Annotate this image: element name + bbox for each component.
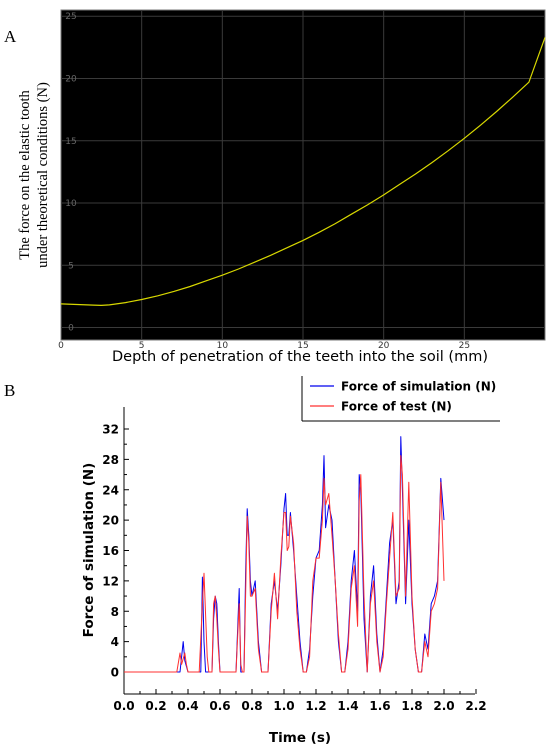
- panel-b-y-tick-label: 20: [102, 514, 119, 528]
- panel-a-gridlines: [61, 10, 545, 340]
- panel-b-x-tick-label: 0.8: [241, 699, 262, 713]
- panel-a-x-tick-label: 25: [459, 341, 470, 351]
- panel-a-y-tick-label: 5: [68, 261, 74, 271]
- panel-b-y-tick-label: 8: [111, 605, 119, 619]
- panel-a-label: A: [4, 27, 17, 46]
- panel-b-x-axis-label: Time (s): [269, 730, 331, 746]
- panel-a-y-tick-label: 10: [65, 199, 77, 209]
- panel-b-x-tick-label: 0.0: [113, 699, 134, 713]
- panel-a-y-ticks: 0 5 10 15 20 25: [65, 12, 77, 333]
- panel-b-simulation-line: [124, 436, 445, 673]
- panel-b-y-tick-label: 28: [102, 453, 119, 467]
- panel-b-x-tick-label: 1.8: [401, 699, 422, 713]
- panel-b-legend: Force of simulation (N) Force of test (N…: [301, 376, 500, 422]
- legend-label-test: Force of test (N): [341, 400, 452, 414]
- panel-a-y-tick-label: 25: [65, 12, 76, 22]
- panel-b-test-line: [124, 455, 445, 673]
- panel-b-y-tick-label: 16: [102, 544, 119, 558]
- panel-b-label: B: [4, 381, 15, 400]
- panel-a-x-tick-label: 20: [378, 341, 390, 351]
- panel-a-force-curve: [60, 37, 546, 307]
- panel-a-x-tick-label: 15: [297, 341, 308, 351]
- panel-b-y-tick-label: 32: [102, 423, 119, 437]
- panel-b-y-tick-label: 12: [102, 574, 119, 588]
- panel-a-x-tick-label: 5: [139, 341, 145, 351]
- legend-label-simulation: Force of simulation (N): [341, 380, 496, 394]
- panel-b-y-tick-label: 4: [111, 635, 119, 649]
- panel-b-x-tick-label: 1.6: [369, 699, 390, 713]
- panel-b-x-tick-label: 0.6: [209, 699, 230, 713]
- panel-b-x-tick-label: 1.4: [337, 699, 358, 713]
- panel-b-y-axis-label: Force of simulation (N): [81, 463, 97, 638]
- panel-b-x-tick-label: 2.2: [465, 699, 486, 713]
- panel-b-y-tick-label: 24: [102, 483, 119, 497]
- panel-a-x-tick-label: 10: [217, 341, 229, 351]
- panel-b-x-tick-label: 1.0: [273, 699, 294, 713]
- panel-a-y-tick-label: 20: [65, 74, 77, 84]
- panel-a-y-axis-label-line-1: The force on the elastic tooth: [17, 90, 33, 260]
- panel-a-x-axis-label: Depth of penetration of the teeth into t…: [112, 349, 488, 365]
- panel-b-x-tick-label: 2.0: [433, 699, 454, 713]
- panel-b-x-tick-label: 0.2: [145, 699, 166, 713]
- panel-b-axis-ticks: 0.0 0.2 0.4 0.6 0.8 1.0 1.2 1.4 1.6 1.8 2.0 2.2 0 4 8 1…: [102, 423, 486, 714]
- panel-b-y-tick-label: 0: [111, 666, 119, 680]
- panel-b-x-tick-label: 1.2: [305, 699, 326, 713]
- panel-a-y-tick-label: 0: [68, 324, 74, 334]
- panel-b-x-tick-label: 0.4: [177, 699, 198, 713]
- panel-a-y-tick-label: 15: [65, 137, 76, 147]
- panel-a-y-axis-label-line-2: under theoretical conditions (N): [35, 82, 51, 268]
- panel-a-x-tick-label: 0: [58, 341, 64, 351]
- panel-a-x-ticks: 0 5 10 15 20 25: [58, 341, 470, 351]
